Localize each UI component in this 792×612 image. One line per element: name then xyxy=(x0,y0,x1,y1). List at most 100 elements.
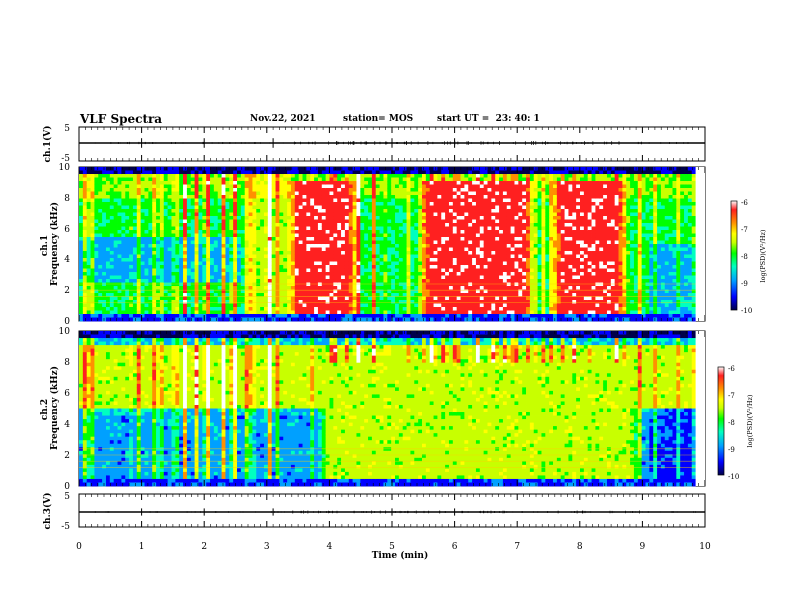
ch1-spectrogram-cell xyxy=(441,258,446,262)
ch1-spectrogram-cell xyxy=(321,247,327,252)
ch1-spectrogram-cell xyxy=(233,184,238,189)
ch1-spectrogram-cell xyxy=(117,202,122,206)
ch1-spectrogram-cell xyxy=(298,254,303,259)
ch1-spectrogram-cell xyxy=(456,195,461,199)
ch1-spectrogram-cell xyxy=(456,184,461,189)
ch1-spectrogram-cell xyxy=(248,251,253,255)
ch1-spectrogram-cell xyxy=(105,307,111,311)
ch1-spectrogram-cell xyxy=(456,226,461,231)
ch1-spectrogram-cell xyxy=(460,254,465,259)
ch1-spectrogram-cell xyxy=(387,307,392,311)
ch1-spectrogram-cell xyxy=(79,244,84,248)
ch1-spectrogram-cell xyxy=(210,174,215,178)
ch1-spectrogram-cell xyxy=(183,212,188,217)
ch1-spectrogram-cell xyxy=(421,167,427,171)
ch1-spectrogram-cell xyxy=(198,279,203,283)
ch1-spectrogram-cell xyxy=(429,296,434,301)
ch1-spectrogram-cell xyxy=(310,233,315,238)
ch1-spectrogram-cell xyxy=(229,233,234,238)
ch1-spectrogram-cell xyxy=(321,181,327,185)
ch1-spectrogram-cell xyxy=(368,198,373,203)
ch1-spectrogram-cell xyxy=(464,233,469,238)
ch1-spectrogram-cell xyxy=(206,223,211,227)
ch1-spectrogram-cell xyxy=(475,226,481,231)
ch1-spectrogram-cell xyxy=(179,167,184,171)
ch1-spectrogram-cell xyxy=(109,205,115,210)
ch1-spectrogram-cell xyxy=(252,307,257,311)
ch1-spectrogram-cell xyxy=(379,317,384,322)
ch1-spectrogram-cell xyxy=(121,268,126,273)
ch1-spectrogram-cell xyxy=(429,181,434,185)
ch1-spectrogram-cell xyxy=(387,272,392,276)
ch1-spectrogram-cell xyxy=(121,310,126,315)
ch1-spectrogram-cell xyxy=(167,181,172,185)
ch1-spectrogram-cell xyxy=(283,212,288,217)
ch1-spectrogram-cell xyxy=(148,198,153,203)
ch1-spectrogram-cell xyxy=(233,188,238,192)
ch1-spectrogram-cell xyxy=(117,314,122,318)
ch1-spectrogram-cell xyxy=(433,223,438,227)
ch1-spectrogram-cell xyxy=(375,198,380,203)
ch1-spectrogram-cell xyxy=(82,265,88,269)
ch1-spectrogram-cell xyxy=(233,191,238,196)
ch1-spectrogram-cell xyxy=(448,244,454,248)
ch1-spectrogram-cell xyxy=(156,289,161,294)
ch1-spectrogram-cell xyxy=(391,233,396,238)
ch1-spectrogram-cell xyxy=(491,275,496,280)
ch1-spectrogram-cell xyxy=(202,289,207,294)
ch1-spectrogram-cell xyxy=(102,233,107,238)
ch1-spectrogram-cell xyxy=(175,296,180,301)
ch1-spectrogram-cell xyxy=(425,314,431,318)
ch1-spectrogram-cell xyxy=(279,240,284,245)
ch1-spectrogram-cell xyxy=(217,181,222,185)
ch1-spectrogram-cell xyxy=(483,170,488,175)
ch1-spectrogram-cell xyxy=(156,233,161,238)
ch1-spectrogram-cell xyxy=(479,258,485,262)
ch1-spectrogram-cell xyxy=(129,275,134,280)
ch1-spectrogram-cell xyxy=(360,205,365,210)
ch1-spectrogram-cell xyxy=(406,254,411,259)
ch1-spectrogram-cell xyxy=(186,317,192,322)
ch1-spectrogram-cell xyxy=(129,230,134,234)
ch1-spectrogram-cell xyxy=(210,181,215,185)
ch1-spectrogram-cell xyxy=(410,282,415,287)
ch1-spectrogram-cell xyxy=(159,286,165,290)
ch1-spectrogram-cell xyxy=(487,296,492,301)
ch1-spectrogram-cell xyxy=(421,279,427,283)
ch1-spectrogram-cell xyxy=(491,279,496,283)
ch1-spectrogram-cell xyxy=(271,195,276,199)
ch1-spectrogram-cell xyxy=(302,223,307,227)
ch1-spectrogram-cell xyxy=(229,219,234,224)
ch1-spectrogram-cell xyxy=(132,300,138,304)
ch1-spectrogram-cell xyxy=(144,268,149,273)
ch1-spectrogram-cell xyxy=(252,275,257,280)
ch1-spectrogram-cell xyxy=(202,177,207,182)
ch1-spectrogram-cell xyxy=(121,209,126,213)
ch1-spectrogram-cell xyxy=(395,233,400,238)
ch1-spectrogram-cell xyxy=(348,219,354,224)
ch1-spectrogram-cell xyxy=(198,167,203,171)
ch1-spectrogram-cell xyxy=(398,296,404,301)
ch1-spectrogram-cell xyxy=(159,237,165,241)
ch1-spectrogram-cell xyxy=(383,268,388,273)
ch1-spectrogram-cell xyxy=(210,233,215,238)
ch1-spectrogram-cell xyxy=(217,170,222,175)
ch1-spectrogram-cell xyxy=(337,237,342,241)
ch1-spectrogram-cell xyxy=(275,209,280,213)
ch1-spectrogram-cell xyxy=(364,254,369,259)
ch1-spectrogram-cell xyxy=(321,170,327,175)
ch1-spectrogram-cell xyxy=(333,247,338,252)
ch1-spectrogram-cell xyxy=(418,275,423,280)
ch1-spectrogram-cell xyxy=(94,307,99,311)
ch1-spectrogram-cell xyxy=(105,167,111,171)
ch1-spectrogram-cell xyxy=(210,261,215,266)
ch1-spectrogram-cell xyxy=(479,188,485,192)
ch1-spectrogram-cell xyxy=(314,216,319,220)
ch1-spectrogram-cell xyxy=(275,268,280,273)
ch1-spectrogram-cell xyxy=(148,314,153,318)
ch1-spectrogram-cell xyxy=(98,191,103,196)
ch1-spectrogram-cell xyxy=(387,212,392,217)
ch1-spectrogram-cell xyxy=(237,307,242,311)
ch1-spectrogram-cell xyxy=(441,191,446,196)
ch1-spectrogram-cell xyxy=(129,170,134,175)
